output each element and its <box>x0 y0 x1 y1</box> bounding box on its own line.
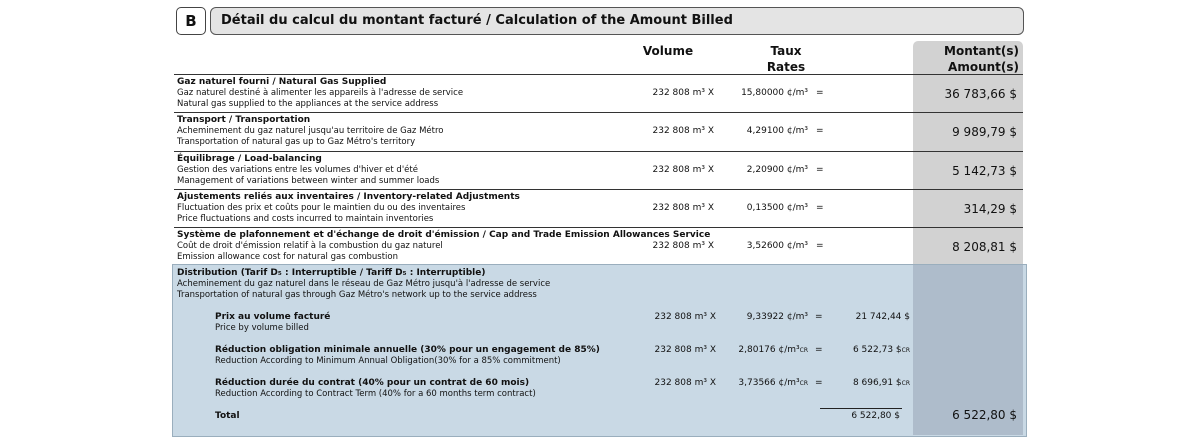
equals-sign: = <box>816 241 824 251</box>
amount-value: 36 783,66 $ <box>944 87 1017 101</box>
section-description-en: Natural gas supplied to the appliances a… <box>177 99 439 109</box>
distribution-item-volume: 232 808 m³ X <box>654 312 716 322</box>
rates-column-header: Taux Rates <box>766 44 806 74</box>
section-inventory-adjustments: Ajustements reliés aux inventaires / Inv… <box>174 189 914 227</box>
section-title: Transport / Transportation <box>177 115 311 125</box>
total-label: Total <box>215 411 240 421</box>
amount-cell: 8 208,81 $ <box>913 227 1023 265</box>
section-transportation: Transport / Transportation Acheminement … <box>174 112 914 150</box>
distribution-item-volume: 232 808 m³ X <box>654 345 716 355</box>
distribution-item-subtitle: Reduction According to Contract Term (40… <box>215 389 536 399</box>
section-description-fr: Fluctuation des prix et coûts pour le ma… <box>177 203 466 213</box>
volume-value: 232 808 m³ X <box>652 203 714 213</box>
volume-column-header: Volume <box>642 44 694 58</box>
amount-cell: 314,29 $ <box>913 189 1023 227</box>
distribution-item-subtotal: 8 696,91 $CR <box>852 378 910 388</box>
section-description-fr: Coût de droit d'émission relatif à la co… <box>177 241 443 251</box>
rate-value: 0,13500 ¢/m³ <box>746 203 808 213</box>
rate-value: 15,80000 ¢/m³ <box>741 88 808 98</box>
section-description-fr: Gaz naturel destiné à alimenter les appa… <box>177 88 464 98</box>
amount-cell: 9 989,79 $ <box>913 112 1023 150</box>
distribution-item-rate: 2,80176 ¢/m³CR <box>738 345 808 355</box>
distribution-item-subtitle: Price by volume billed <box>215 323 309 333</box>
section-title: Gaz naturel fourni / Natural Gas Supplie… <box>177 77 387 87</box>
total-rule <box>820 408 902 409</box>
section-badge: B <box>176 7 206 35</box>
section-load-balancing: Équilibrage / Load-balancing Gestion des… <box>174 151 914 189</box>
section-cap-and-trade: Système de plafonnement et d'échange de … <box>174 227 914 265</box>
distribution-description-fr: Acheminement du gaz naturel dans le rése… <box>177 279 551 289</box>
distribution-item-title: Réduction durée du contrat (40% pour un … <box>215 378 530 388</box>
volume-value: 232 808 m³ X <box>652 165 714 175</box>
amount-cell: 36 783,66 $ <box>913 74 1023 112</box>
section-title: Équilibrage / Load-balancing <box>177 154 322 164</box>
amount-value: 314,29 $ <box>963 202 1017 216</box>
section-description-en: Price fluctuations and costs incurred to… <box>177 214 434 224</box>
section-description-en: Transportation of natural gas up to Gaz … <box>177 137 416 147</box>
section-natural-gas-supplied: Gaz naturel fourni / Natural Gas Supplie… <box>174 74 914 112</box>
rate-value: 2,20900 ¢/m³ <box>746 165 808 175</box>
distribution-item-rate: 3,73566 ¢/m³CR <box>738 378 808 388</box>
section-title: Système de plafonnement et d'échange de … <box>177 230 711 240</box>
equals-sign: = <box>815 378 823 388</box>
section-title: Ajustements reliés aux inventaires / Inv… <box>177 192 520 202</box>
amount-value: 5 142,73 $ <box>952 164 1017 178</box>
distribution-item-subtotal: 21 742,44 $ <box>855 312 910 322</box>
volume-value: 232 808 m³ X <box>652 241 714 251</box>
distribution-item-volume: 232 808 m³ X <box>654 378 716 388</box>
section-description-fr: Acheminement du gaz naturel jusqu'au ter… <box>177 126 444 136</box>
distribution-amount-background <box>913 265 1023 435</box>
section-title: Détail du calcul du montant facturé / Ca… <box>221 13 733 28</box>
amount-cell: 5 142,73 $ <box>913 151 1023 189</box>
section-description-fr: Gestion des variations entre les volumes… <box>177 165 418 175</box>
equals-sign: = <box>816 88 824 98</box>
total-subtotal: 6 522,80 $ <box>851 411 900 421</box>
section-description-en: Management of variations between winter … <box>177 176 440 186</box>
volume-value: 232 808 m³ X <box>652 88 714 98</box>
equals-sign: = <box>816 126 824 136</box>
rate-value: 3,52600 ¢/m³ <box>746 241 808 251</box>
section-description-en: Emission allowance cost for natural gas … <box>177 252 398 262</box>
distribution-item-title: Prix au volume facturé <box>215 312 331 322</box>
amount-value: 9 989,79 $ <box>952 125 1017 139</box>
distribution-title: Distribution (Tarif D₅ : Interruptible /… <box>177 268 486 278</box>
equals-sign: = <box>816 203 824 213</box>
distribution-item-rate: 9,33922 ¢/m³ <box>746 312 808 322</box>
amount-value: 8 208,81 $ <box>952 240 1017 254</box>
section-title-bar: Détail du calcul du montant facturé / Ca… <box>210 7 1024 35</box>
volume-value: 232 808 m³ X <box>652 126 714 136</box>
amount-column-header: Montant(s) Amount(s) <box>944 44 1019 74</box>
equals-sign: = <box>816 165 824 175</box>
distribution-description-en: Transportation of natural gas through Ga… <box>177 290 537 300</box>
equals-sign: = <box>815 312 823 322</box>
distribution-item-title: Réduction obligation minimale annuelle (… <box>215 345 600 355</box>
distribution-item-subtitle: Reduction According to Minimum Annual Ob… <box>215 356 561 366</box>
rate-value: 4,29100 ¢/m³ <box>746 126 808 136</box>
distribution-item-subtotal: 6 522,73 $CR <box>852 345 910 355</box>
total-amount: 6 522,80 $ <box>952 408 1017 422</box>
equals-sign: = <box>815 345 823 355</box>
